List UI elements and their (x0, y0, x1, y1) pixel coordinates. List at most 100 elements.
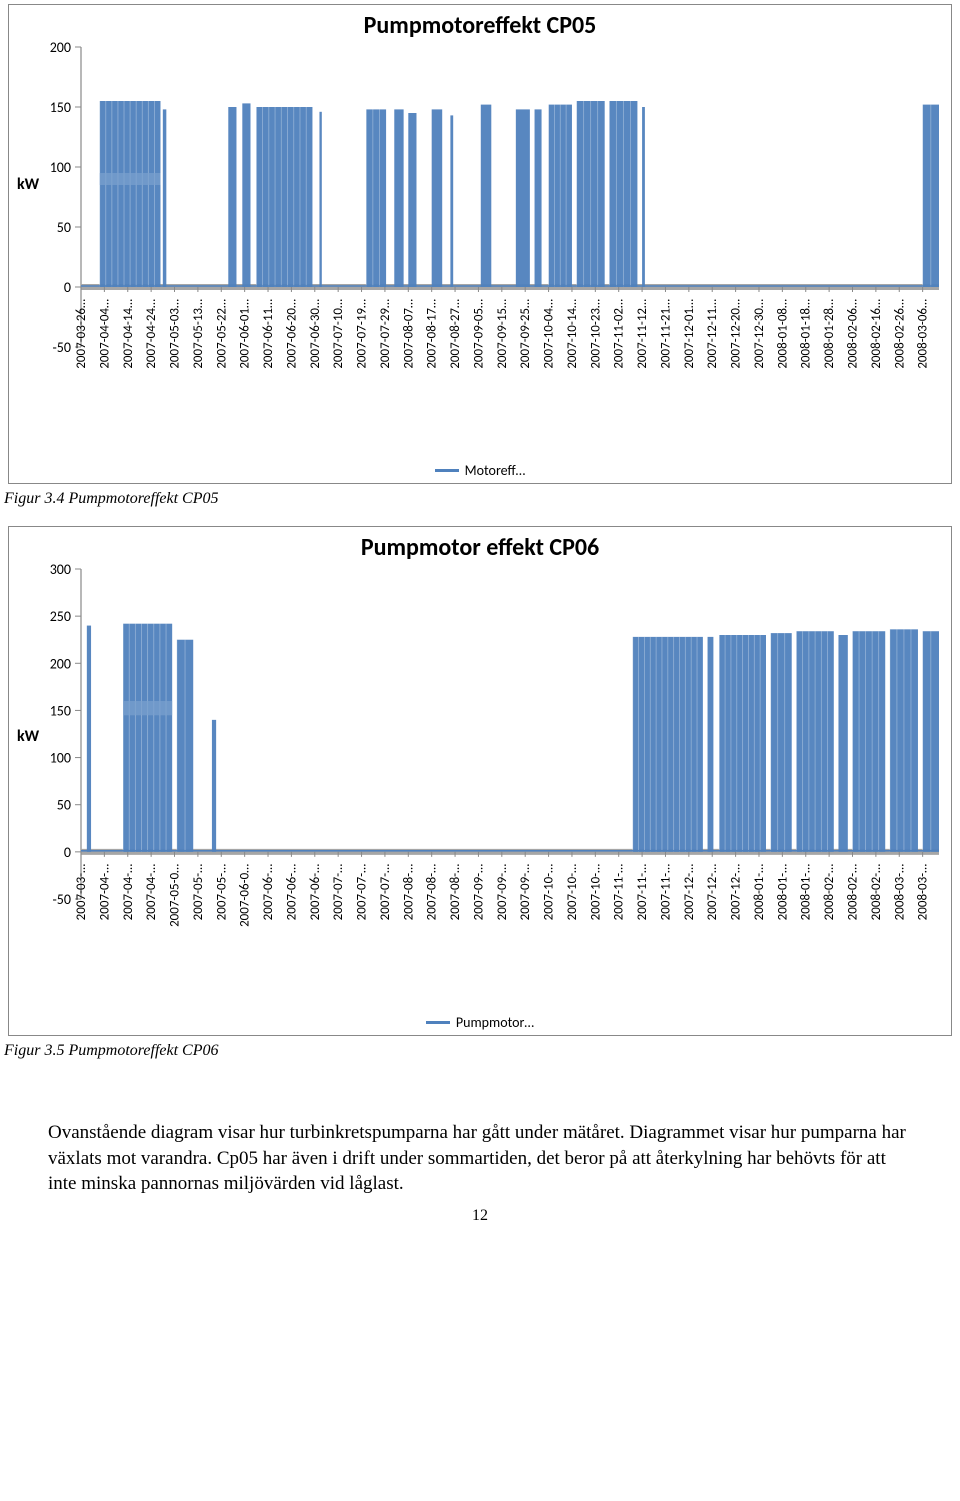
svg-text:2008-03-…: 2008-03-… (916, 864, 931, 920)
svg-text:50: 50 (57, 219, 71, 236)
svg-text:2007-04-…: 2007-04-… (121, 864, 136, 920)
svg-text:2007-11-12…: 2007-11-12… (635, 299, 650, 369)
svg-text:2007-04-…: 2007-04-… (144, 864, 159, 920)
svg-text:200: 200 (50, 655, 71, 672)
svg-text:50: 50 (57, 797, 71, 814)
svg-text:2007-03-…: 2007-03-… (74, 864, 89, 920)
svg-text:2008-01-…: 2008-01-… (799, 864, 814, 920)
svg-text:2007-04-14…: 2007-04-14… (121, 299, 136, 369)
svg-text:2007-12-20…: 2007-12-20… (729, 299, 744, 369)
svg-text:2007-09-25…: 2007-09-25… (518, 299, 533, 369)
svg-text:2008-01-…: 2008-01-… (775, 864, 790, 920)
svg-text:2008-01-08…: 2008-01-08… (775, 299, 790, 369)
svg-text:2007-06-…: 2007-06-… (284, 864, 299, 920)
svg-text:2008-02-06…: 2008-02-06… (845, 299, 860, 369)
chart-cp05: Pumpmotoreffekt CP05 kW 200150100500-502… (8, 4, 952, 484)
svg-text:2008-03-…: 2008-03-… (892, 864, 907, 920)
svg-text:2007-05-22…: 2007-05-22… (214, 299, 229, 369)
svg-text:2007-11-…: 2007-11-… (658, 864, 673, 920)
svg-text:2007-08-07…: 2007-08-07… (401, 299, 416, 369)
svg-text:-50: -50 (53, 339, 71, 356)
svg-text:2008-02-16…: 2008-02-16… (869, 299, 884, 369)
caption-chart2: Figur 3.5 Pumpmotoreffekt CP06 (4, 1042, 960, 1060)
svg-text:150: 150 (50, 702, 71, 719)
svg-text:2007-09-15…: 2007-09-15… (495, 299, 510, 369)
svg-text:2007-12-11…: 2007-12-11… (705, 299, 720, 369)
page-number: 12 (0, 1207, 960, 1225)
svg-text:2008-01-…: 2008-01-… (752, 864, 767, 920)
svg-text:0: 0 (64, 844, 71, 861)
svg-text:2007-10-14…: 2007-10-14… (565, 299, 580, 369)
svg-text:2007-12-01…: 2007-12-01… (682, 299, 697, 369)
chart1-legend: Motoreff… (9, 462, 951, 479)
svg-text:2007-05-13…: 2007-05-13… (191, 299, 206, 369)
svg-text:2007-11-…: 2007-11-… (612, 864, 627, 920)
svg-text:2007-06-11…: 2007-06-11… (261, 299, 276, 369)
svg-text:2007-06-30…: 2007-06-30… (308, 299, 323, 369)
svg-text:2007-11-…: 2007-11-… (635, 864, 650, 920)
svg-text:200: 200 (50, 39, 71, 56)
svg-text:2008-03-06…: 2008-03-06… (916, 299, 931, 369)
svg-text:2007-05-0…: 2007-05-0… (168, 864, 183, 927)
svg-text:2007-06-…: 2007-06-… (308, 864, 323, 920)
chart1-svg: 200 150 100 50 0 -502007-03-26… 2007-04-04… 200… (29, 25, 949, 455)
svg-text:0: 0 (64, 279, 71, 296)
svg-text:-50: -50 (53, 891, 71, 908)
svg-text:2007-08-17…: 2007-08-17… (425, 299, 440, 369)
svg-text:2007-05-03…: 2007-05-03… (168, 299, 183, 369)
svg-text:2007-08-…: 2007-08-… (425, 864, 440, 920)
svg-text:2007-07-…: 2007-07-… (378, 864, 393, 920)
svg-text:100: 100 (50, 159, 71, 176)
svg-text:2007-11-21…: 2007-11-21… (658, 299, 673, 369)
body-paragraph: Ovanstående diagram visar hur turbinkret… (48, 1120, 912, 1197)
svg-text:2007-06-01…: 2007-06-01… (238, 299, 253, 369)
svg-text:2008-01-28…: 2008-01-28… (822, 299, 837, 369)
svg-text:2007-12-30…: 2007-12-30… (752, 299, 767, 369)
svg-text:2007-10-23…: 2007-10-23… (588, 299, 603, 369)
svg-text:2007-10-…: 2007-10-… (588, 864, 603, 920)
chart2-legend-label: Pumpmotor… (456, 1014, 534, 1031)
svg-text:2007-03-26…: 2007-03-26… (74, 299, 89, 369)
svg-text:2007-09-…: 2007-09-… (518, 864, 533, 920)
svg-text:2007-11-02…: 2007-11-02… (612, 299, 627, 369)
svg-text:2007-07-…: 2007-07-… (355, 864, 370, 920)
svg-text:2007-06-20…: 2007-06-20… (284, 299, 299, 369)
svg-text:150: 150 (50, 99, 71, 116)
svg-text:2007-05-…: 2007-05-… (191, 864, 206, 920)
svg-text:2007-06-…: 2007-06-… (261, 864, 276, 920)
svg-text:2007-05-…: 2007-05-… (214, 864, 229, 920)
svg-text:2007-04-24…: 2007-04-24… (144, 299, 159, 369)
svg-text:2007-10-…: 2007-10-… (565, 864, 580, 920)
svg-text:2008-01-18…: 2008-01-18… (799, 299, 814, 369)
svg-text:2007-09-05…: 2007-09-05… (471, 299, 486, 369)
svg-text:2008-02-…: 2008-02-… (845, 864, 860, 920)
svg-text:2007-07-29…: 2007-07-29… (378, 299, 393, 369)
svg-text:2007-08-27…: 2007-08-27… (448, 299, 463, 369)
svg-text:2007-06-0…: 2007-06-0… (238, 864, 253, 927)
svg-text:2008-02-…: 2008-02-… (869, 864, 884, 920)
svg-text:2007-04-…: 2007-04-… (97, 864, 112, 920)
svg-text:2007-12-…: 2007-12-… (729, 864, 744, 920)
svg-text:2007-09-…: 2007-09-… (471, 864, 486, 920)
svg-text:2007-09-…: 2007-09-… (495, 864, 510, 920)
svg-text:2008-02-26…: 2008-02-26… (892, 299, 907, 369)
chart2-svg: 300250200150100500-502007-03-…2007-04-…2… (29, 547, 949, 1007)
svg-text:2007-10-…: 2007-10-… (542, 864, 557, 920)
caption-chart1: Figur 3.4 Pumpmotoreffekt CP05 (4, 490, 960, 508)
svg-text:2007-08-…: 2007-08-… (401, 864, 416, 920)
svg-text:2007-07-…: 2007-07-… (331, 864, 346, 920)
svg-text:2007-07-10…: 2007-07-10… (331, 299, 346, 369)
svg-text:2007-07-19…: 2007-07-19… (355, 299, 370, 369)
svg-text:2007-04-04…: 2007-04-04… (97, 299, 112, 369)
chart1-legend-swatch (435, 469, 459, 472)
svg-text:2007-10-04…: 2007-10-04… (542, 299, 557, 369)
svg-text:2008-02-…: 2008-02-… (822, 864, 837, 920)
svg-text:2007-08-…: 2007-08-… (448, 864, 463, 920)
svg-text:2007-12-…: 2007-12-… (705, 864, 720, 920)
svg-text:2007-12-…: 2007-12-… (682, 864, 697, 920)
svg-text:250: 250 (50, 608, 71, 625)
chart-cp06: Pumpmotor effekt CP06 kW 300250200150100… (8, 526, 952, 1036)
chart2-legend: Pumpmotor… (9, 1014, 951, 1031)
svg-text:100: 100 (50, 750, 71, 767)
chart1-legend-label: Motoreff… (465, 462, 526, 479)
